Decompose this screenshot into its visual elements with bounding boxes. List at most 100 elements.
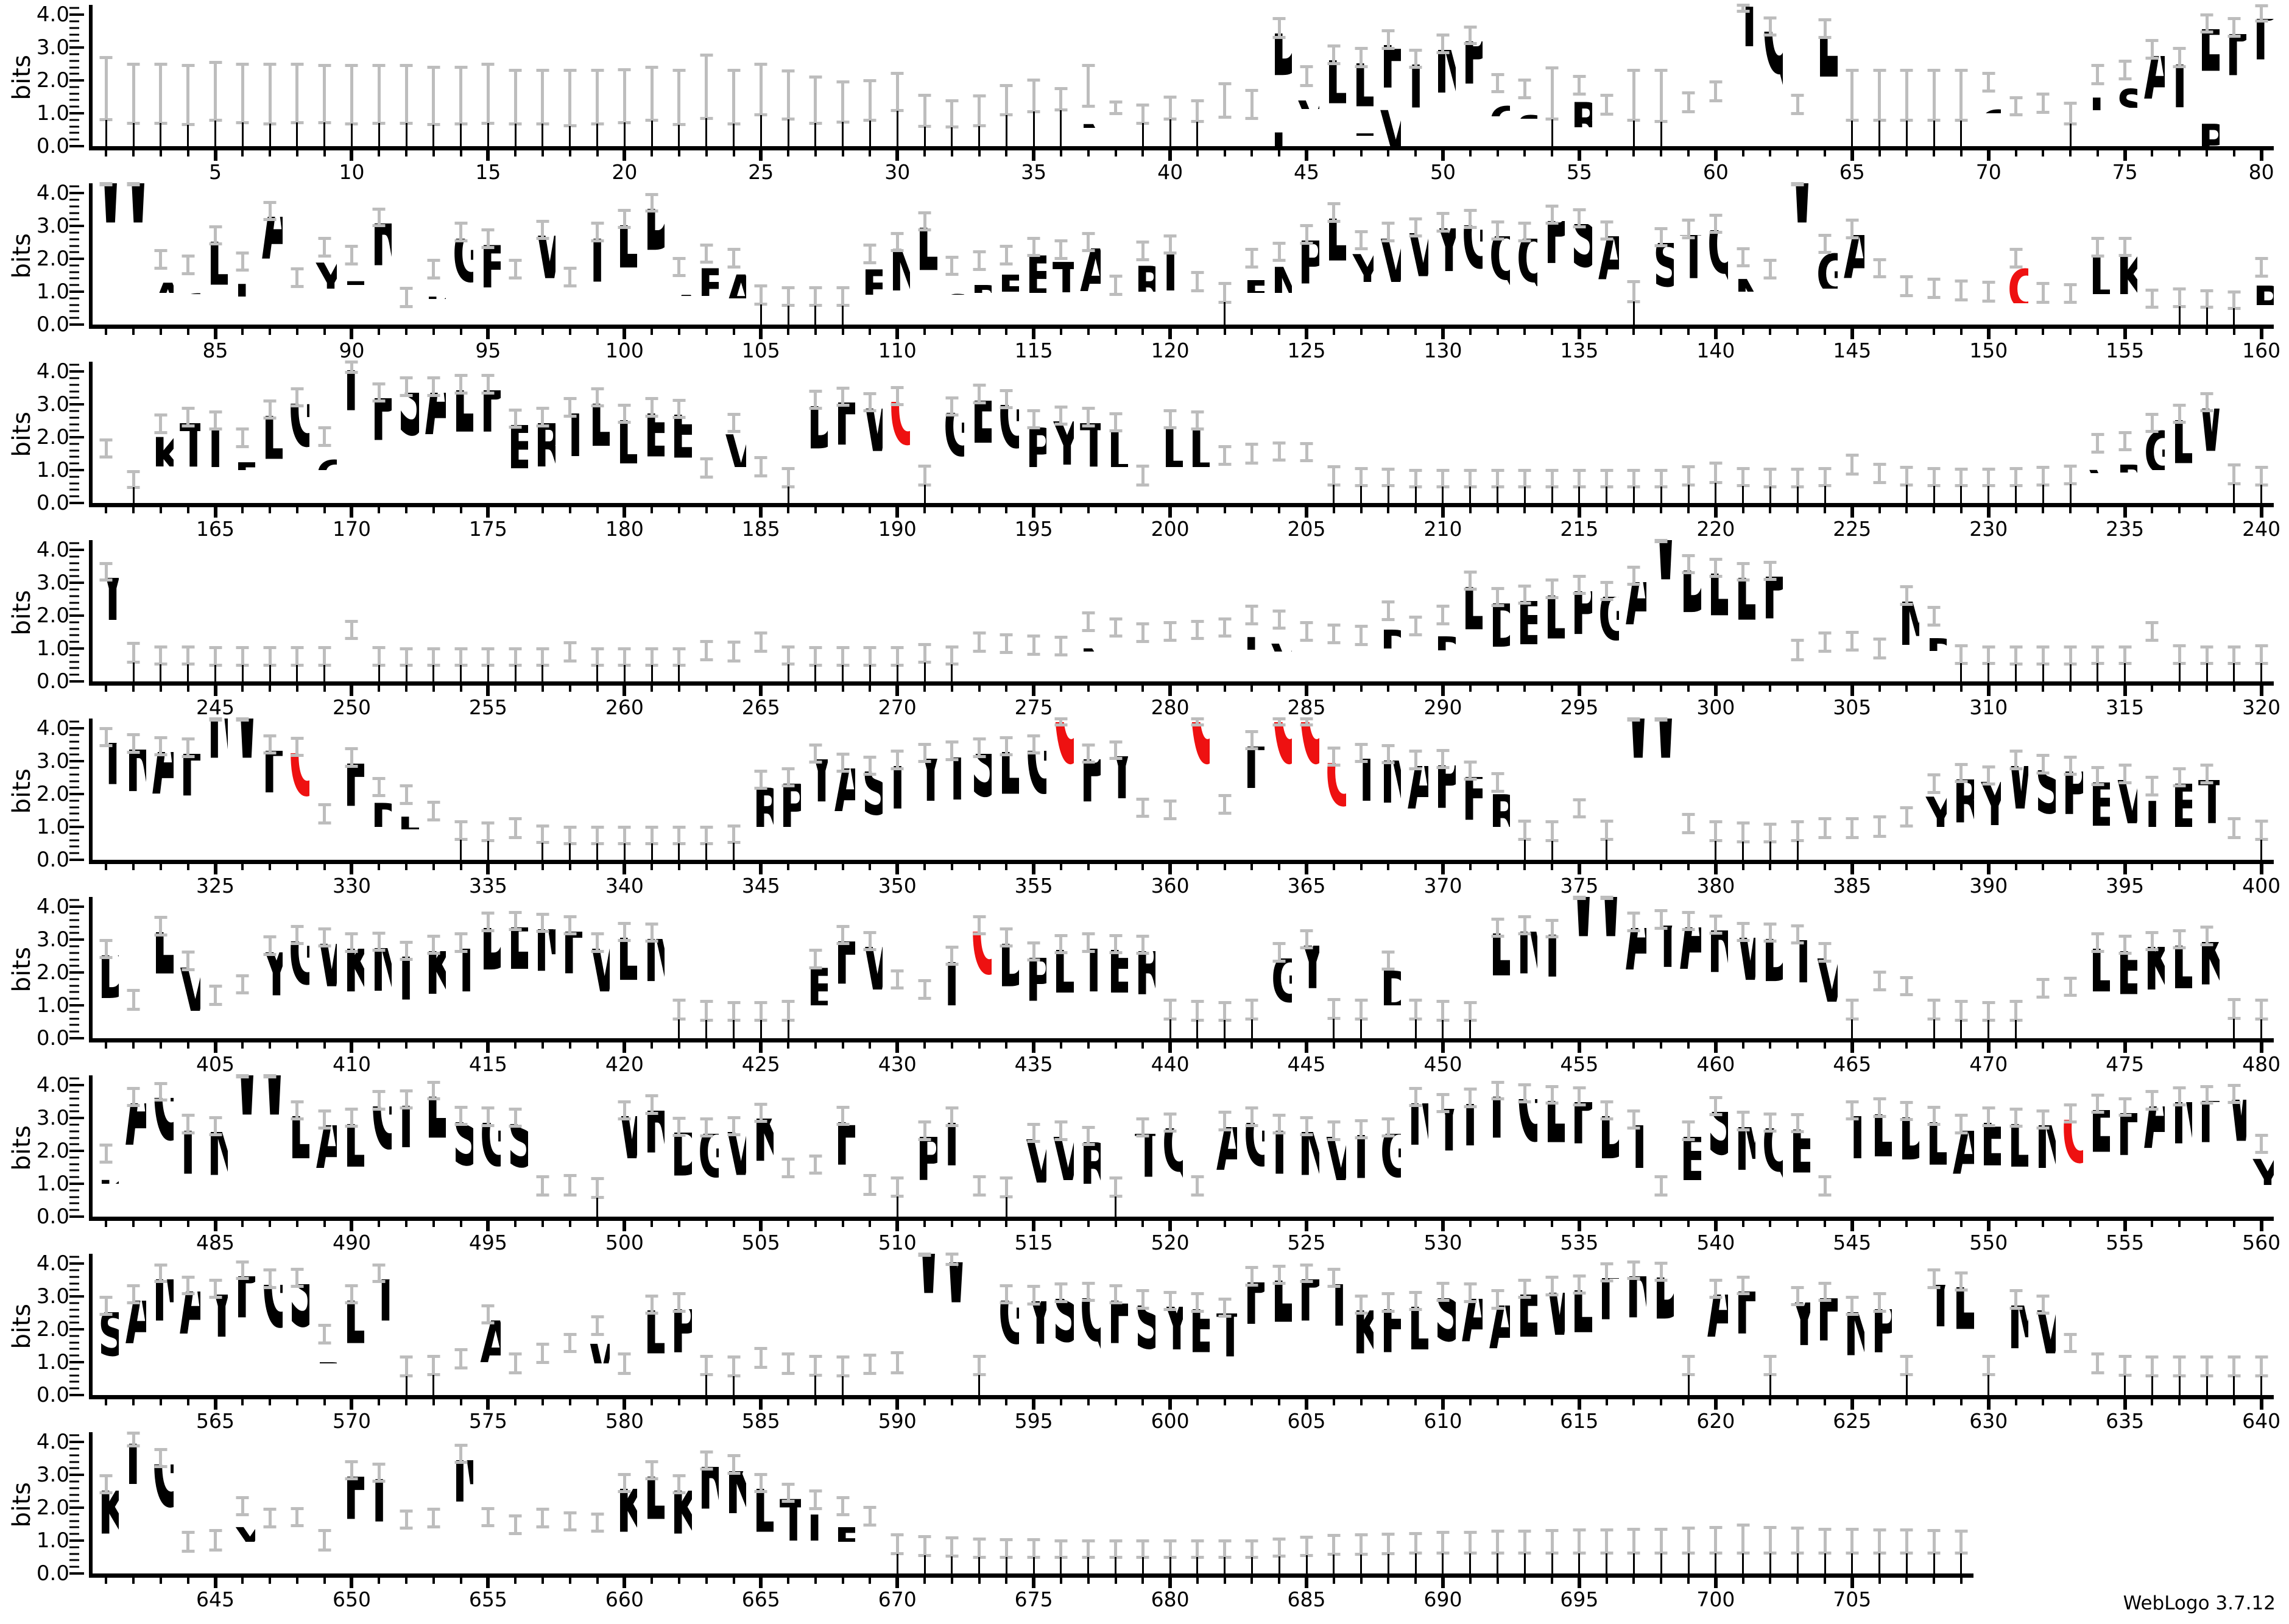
y-tick-minor <box>69 952 79 954</box>
residue-letter: A <box>1844 235 1864 288</box>
residue-glyph: V <box>1403 130 1428 139</box>
residue-glyph: L <box>2058 316 2083 321</box>
residue-glyph: V <box>1321 112 1346 133</box>
error-bar <box>1004 634 1008 653</box>
residue-letter: Y <box>1925 790 1946 827</box>
error-bar-cap-top <box>1355 466 1368 470</box>
y-tick-major <box>69 112 84 115</box>
error-bar-cap-bottom <box>1272 459 1286 462</box>
error-bar-cap-bottom <box>1054 256 1068 260</box>
residue-glyph: L <box>585 474 610 490</box>
residue-glyph: H <box>1403 844 1428 854</box>
y-tick-minor <box>69 852 79 854</box>
residue-glyph: S <box>1785 662 1810 670</box>
residue-letter: T <box>562 413 582 468</box>
error-bar-cap-bottom <box>2200 781 2213 784</box>
stack-stem <box>2233 483 2235 503</box>
residue-letter: E <box>2198 29 2219 89</box>
error-bar-cap-top <box>781 645 795 649</box>
y-tick-major <box>69 436 84 439</box>
error-bar-cap-bottom <box>291 285 304 289</box>
x-tick-label: 370 <box>1423 874 1462 898</box>
y-tick-minor <box>69 839 79 842</box>
error-bar-cap-bottom <box>591 404 604 408</box>
x-tick-minor <box>978 864 981 870</box>
y-tick-major <box>69 826 84 829</box>
error-bar-cap-top <box>1982 765 1995 769</box>
x-tick-minor <box>1741 864 1744 870</box>
logo-stack: ELI <box>967 401 992 503</box>
residue-letter: L <box>1271 128 1292 146</box>
residue-letter: R <box>125 750 146 810</box>
error-bar-cap-bottom <box>1900 294 1913 298</box>
residue-glyph: G <box>1703 306 1728 317</box>
residue-letter: R <box>371 223 392 283</box>
error-bar-cap-top <box>2009 645 2023 649</box>
residue-glyph: H <box>1158 834 1183 844</box>
x-tick-minor <box>732 864 735 870</box>
residue-glyph: P <box>476 390 501 482</box>
error-bar-cap-bottom <box>345 262 358 265</box>
error-bar <box>1605 821 1609 840</box>
error-bar-cap-bottom <box>427 952 440 955</box>
error-bar-cap-top <box>1763 823 1777 826</box>
residue-glyph: F <box>203 494 228 503</box>
error-bar-cap-top <box>1381 468 1395 471</box>
residue-glyph: S <box>2031 770 2056 828</box>
error-bar-cap-top <box>1082 743 1095 747</box>
y-tick-label: 3.0 <box>36 571 69 596</box>
error-bar-cap-bottom <box>1218 462 1232 466</box>
residue-glyph: L <box>1158 467 1183 483</box>
residue-glyph: E <box>1021 293 1046 307</box>
residue-letter: L <box>1353 63 1374 113</box>
error-bar-cap-top <box>209 985 222 988</box>
error-bar-cap-top <box>1027 409 1040 413</box>
logo-stack: VITA <box>2085 450 2110 503</box>
error-bar <box>1987 647 1991 664</box>
logo-stack: YWL <box>94 578 119 681</box>
error-bar <box>323 65 326 123</box>
residue-glyph: Q <box>994 317 1019 325</box>
error-bar <box>732 414 735 432</box>
residue-glyph: K <box>1130 292 1155 306</box>
x-tick-label: 70 <box>1975 160 2002 184</box>
x-tick-major <box>213 507 217 518</box>
error-bar-cap-top <box>836 752 850 756</box>
residue-glyph: H <box>258 751 282 835</box>
error-bar-cap-bottom <box>1763 276 1777 279</box>
residue-glyph: Y <box>1076 652 1101 666</box>
x-tick-minor <box>568 507 571 513</box>
y-tick-label: 1.0 <box>36 636 69 661</box>
error-bar-cap-bottom <box>2145 639 2159 642</box>
residue-glyph: D <box>94 955 119 1011</box>
error-bar-cap-top <box>1573 468 1586 472</box>
error-bar-cap-top <box>809 286 822 290</box>
x-tick-label: 130 <box>1423 339 1462 362</box>
residue-glyph: A <box>312 484 337 494</box>
residue-letter: K <box>152 431 173 466</box>
error-bar <box>650 194 654 211</box>
residue-glyph: P <box>1212 653 1237 666</box>
error-bar-cap-top <box>781 466 795 470</box>
error-bar <box>677 400 681 418</box>
error-bar-cap-top <box>291 925 304 929</box>
x-tick-major <box>1032 864 1036 874</box>
residue-glyph: S <box>1676 852 1701 857</box>
residue-glyph: S <box>1512 306 1537 317</box>
y-tick-minor <box>69 86 79 88</box>
error-bar <box>705 641 708 660</box>
logo-stack: GSAR <box>284 286 309 325</box>
error-bar-cap-top <box>1327 465 1341 469</box>
x-tick-minor <box>432 507 435 513</box>
error-bar-cap-bottom <box>1654 719 1668 722</box>
residue-glyph: A <box>612 467 637 483</box>
y-tick-major <box>69 469 84 472</box>
residue-glyph: V <box>1894 320 1919 325</box>
residue-glyph: S <box>1185 666 1210 675</box>
x-tick-major <box>1986 507 1991 518</box>
residue-glyph: F <box>830 402 855 473</box>
x-tick-major <box>1577 864 1581 874</box>
y-tick-minor <box>69 740 79 743</box>
x-tick-minor <box>787 507 790 513</box>
error-bar-cap-bottom <box>1218 811 1232 815</box>
